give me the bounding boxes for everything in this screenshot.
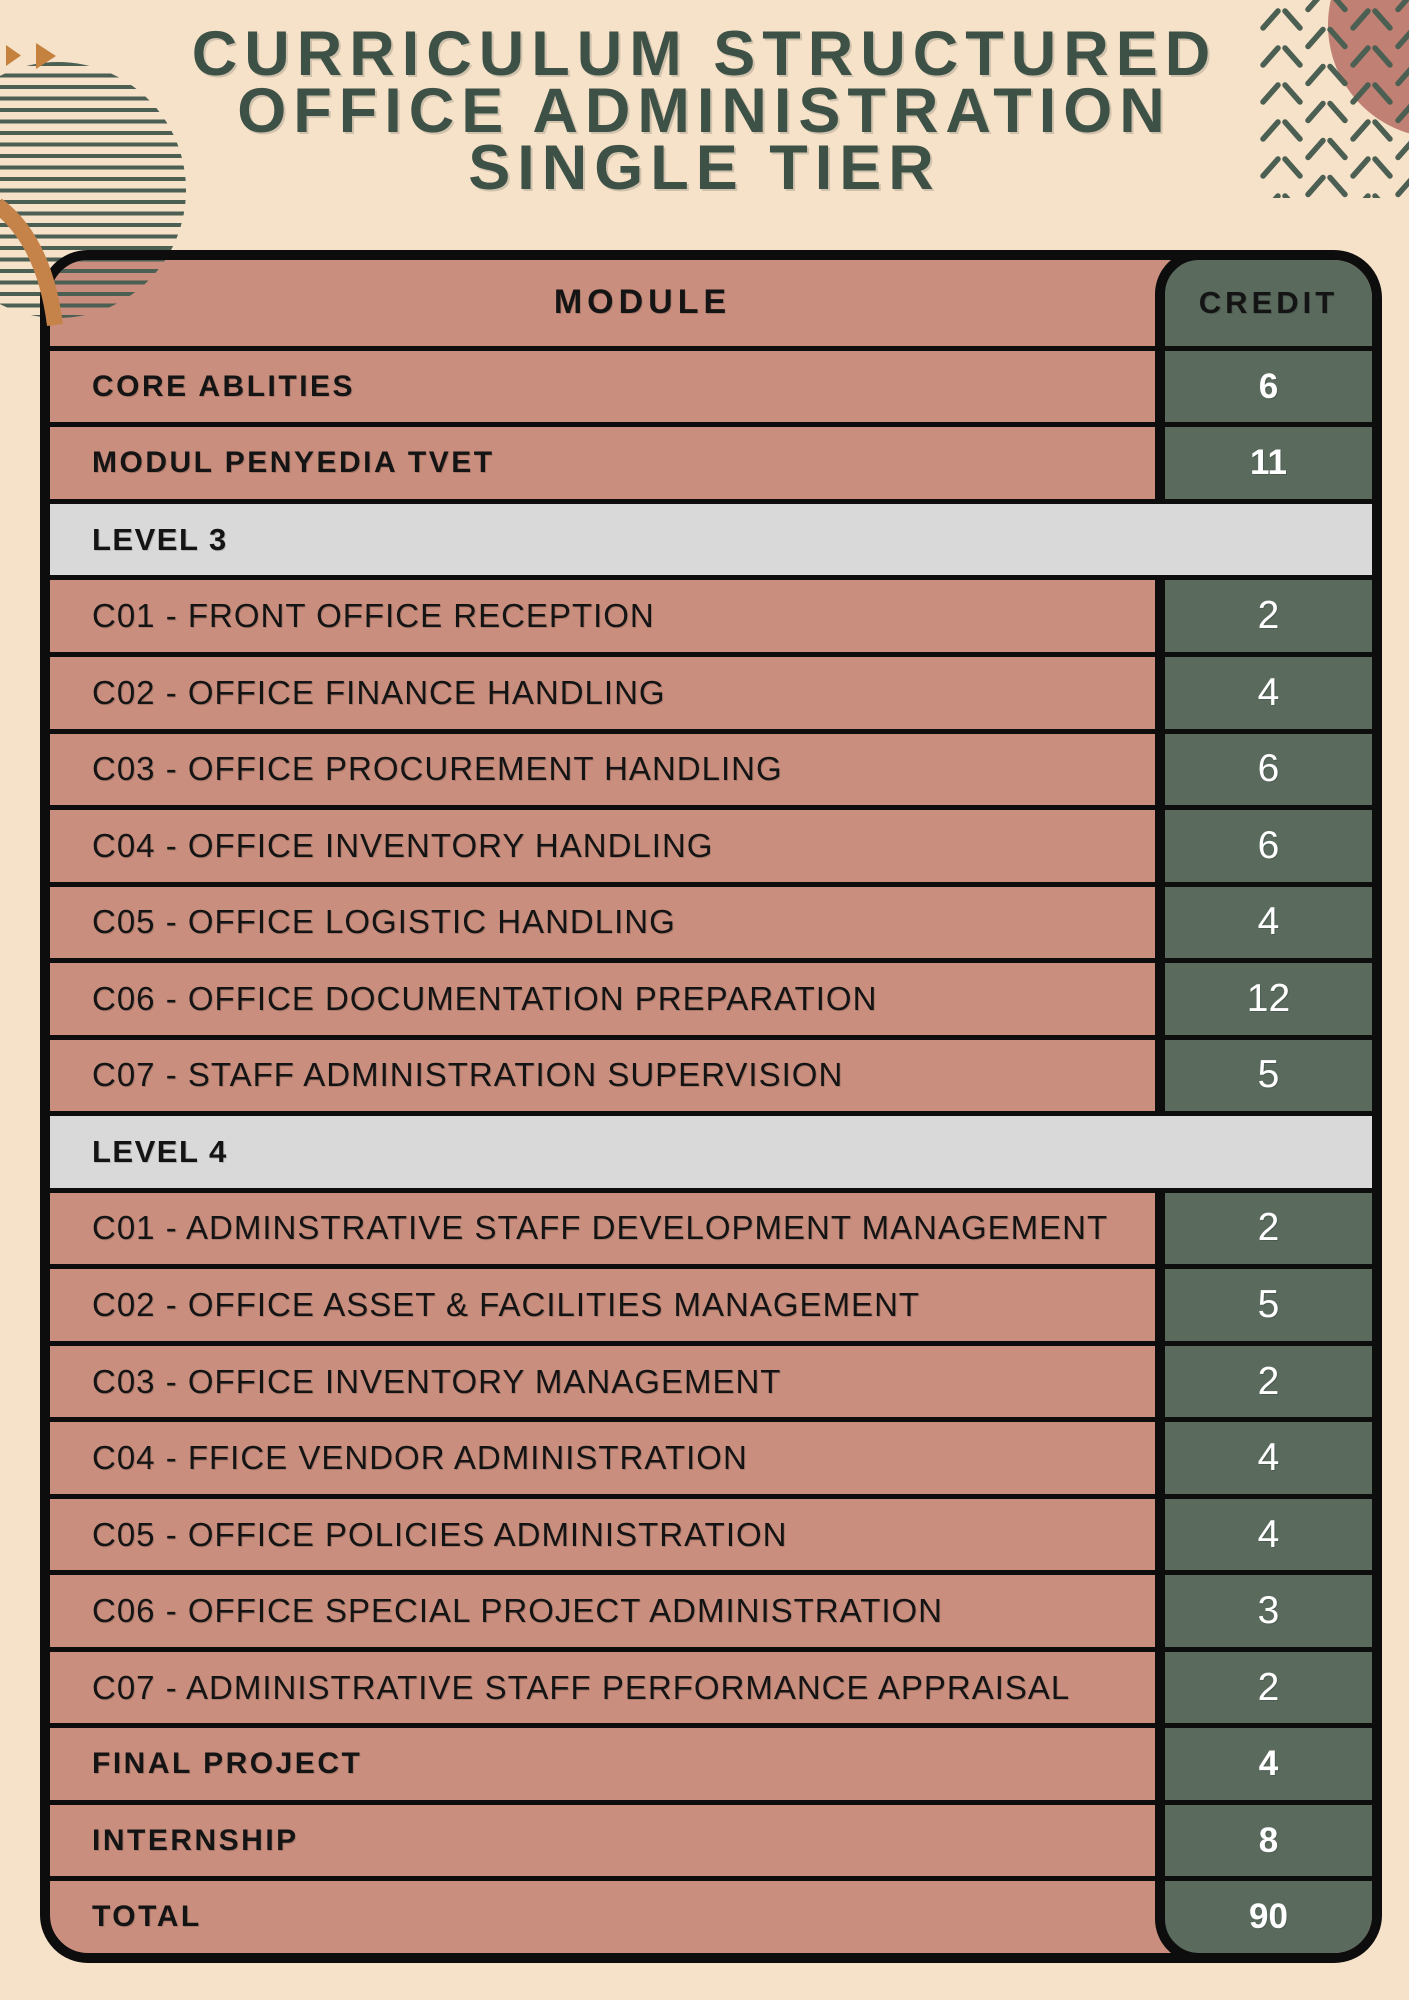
credit-cell: 12 — [1246, 976, 1291, 1020]
credit-cell: 6 — [1258, 366, 1279, 406]
table-row: FINAL PROJECT 4 — [50, 1728, 1372, 1805]
credit-column-header: CREDIT — [1198, 284, 1339, 320]
module-cell: CORE ABLITIES — [92, 369, 356, 403]
module-cell: C01 - ADMINSTRATIVE STAFF DEVELOPMENT MA… — [92, 1209, 1109, 1247]
credit-cell: 4 — [1258, 1744, 1279, 1784]
table-row: C02 - OFFICE FINANCE HANDLING 4 — [50, 657, 1372, 734]
table-row: MODUL PENYEDIA TVET 11 — [50, 427, 1372, 504]
module-cell: INTERNSHIP — [92, 1823, 299, 1857]
page-title: CURRICULUM STRUCTURED OFFICE ADMINISTRAT… — [0, 19, 1409, 203]
module-cell: C07 - ADMINISTRATIVE STAFF PERFORMANCE A… — [92, 1668, 1071, 1706]
table-row: C01 - FRONT OFFICE RECEPTION 2 — [50, 580, 1372, 657]
module-cell: C02 - OFFICE ASSET & FACILITIES MANAGEME… — [92, 1285, 921, 1323]
table-row: C04 - OFFICE INVENTORY HANDLING 6 — [50, 810, 1372, 887]
module-cell: LEVEL 4 — [92, 1133, 228, 1169]
credit-cell: 2 — [1257, 1359, 1280, 1403]
module-cell: C03 - OFFICE INVENTORY MANAGEMENT — [92, 1362, 782, 1400]
table-header-row: MODULE CREDIT — [50, 260, 1372, 351]
module-cell: LEVEL 3 — [92, 521, 228, 557]
module-cell: C07 - STAFF ADMINISTRATION SUPERVISION — [92, 1056, 844, 1094]
module-cell: C02 - OFFICE FINANCE HANDLING — [92, 673, 666, 711]
table-row: C05 - OFFICE POLICIES ADMINISTRATION 4 — [50, 1499, 1372, 1576]
module-cell: C05 - OFFICE POLICIES ADMINISTRATION — [92, 1515, 788, 1553]
module-cell: TOTAL — [92, 1900, 202, 1934]
credit-cell: 4 — [1257, 900, 1280, 944]
credit-cell: 90 — [1249, 1897, 1288, 1937]
credit-cell: 6 — [1257, 823, 1280, 867]
module-cell: FINAL PROJECT — [92, 1747, 363, 1781]
credit-cell: 5 — [1257, 1053, 1280, 1097]
table-row: C07 - ADMINISTRATIVE STAFF PERFORMANCE A… — [50, 1652, 1372, 1729]
module-cell: C04 - OFFICE INVENTORY HANDLING — [92, 826, 714, 864]
module-cell: C06 - OFFICE SPECIAL PROJECT ADMINISTRAT… — [92, 1592, 944, 1630]
table-row: C05 - OFFICE LOGISTIC HANDLING 4 — [50, 887, 1372, 964]
table-row: INTERNSHIP 8 — [50, 1805, 1372, 1882]
table-row: C06 - OFFICE DOCUMENTATION PREPARATION 1… — [50, 963, 1372, 1040]
table-row: C07 - STAFF ADMINISTRATION SUPERVISION 5 — [50, 1040, 1372, 1117]
credit-cell: 2 — [1257, 1206, 1280, 1250]
credit-cell: 11 — [1250, 443, 1287, 483]
level-section-row: LEVEL 3 — [50, 503, 1372, 581]
table-row: C03 - OFFICE INVENTORY MANAGEMENT 2 — [50, 1346, 1372, 1423]
credit-cell: 2 — [1257, 594, 1280, 638]
table-row: C06 - OFFICE SPECIAL PROJECT ADMINISTRAT… — [50, 1575, 1372, 1652]
table-row: C01 - ADMINSTRATIVE STAFF DEVELOPMENT MA… — [50, 1193, 1372, 1270]
module-column-header: MODULE — [553, 283, 732, 322]
credit-cell: 8 — [1258, 1820, 1279, 1860]
table-row: CORE ABLITIES 6 — [50, 351, 1372, 428]
page-title-line-1: CURRICULUM STRUCTURED — [191, 19, 1218, 89]
level-section-row: LEVEL 4 — [50, 1116, 1372, 1193]
table-row: TOTAL 90 — [50, 1881, 1372, 1953]
credit-cell: 4 — [1257, 1512, 1280, 1556]
page-title-line-3: SINGLE TIER — [468, 133, 941, 203]
table-row: C04 - FFICE VENDOR ADMINISTRATION 4 — [50, 1422, 1372, 1499]
table-row: C03 - OFFICE PROCUREMENT HANDLING 6 — [50, 734, 1372, 811]
page-title-line-2: OFFICE ADMINISTRATION — [237, 76, 1172, 146]
credit-cell: 2 — [1257, 1665, 1280, 1709]
credit-cell: 3 — [1257, 1589, 1280, 1633]
module-cell: C06 - OFFICE DOCUMENTATION PREPARATION — [92, 979, 878, 1017]
table-row: C02 - OFFICE ASSET & FACILITIES MANAGEME… — [50, 1269, 1372, 1346]
credit-cell: 5 — [1257, 1282, 1280, 1326]
module-cell: MODUL PENYEDIA TVET — [92, 446, 495, 480]
credit-cell: 4 — [1257, 1436, 1280, 1480]
module-cell: C05 - OFFICE LOGISTIC HANDLING — [92, 903, 676, 941]
module-cell: C03 - OFFICE PROCUREMENT HANDLING — [92, 750, 783, 788]
credit-cell: 6 — [1257, 747, 1280, 791]
credit-cell: 4 — [1257, 670, 1280, 714]
curriculum-table: MODULE CREDIT CORE ABLITIES 6 MODUL PENY… — [40, 250, 1382, 1963]
module-cell: C04 - FFICE VENDOR ADMINISTRATION — [92, 1439, 748, 1477]
table-rows-container: MODULE CREDIT CORE ABLITIES 6 MODUL PENY… — [50, 260, 1372, 1953]
module-cell: C01 - FRONT OFFICE RECEPTION — [92, 597, 655, 635]
